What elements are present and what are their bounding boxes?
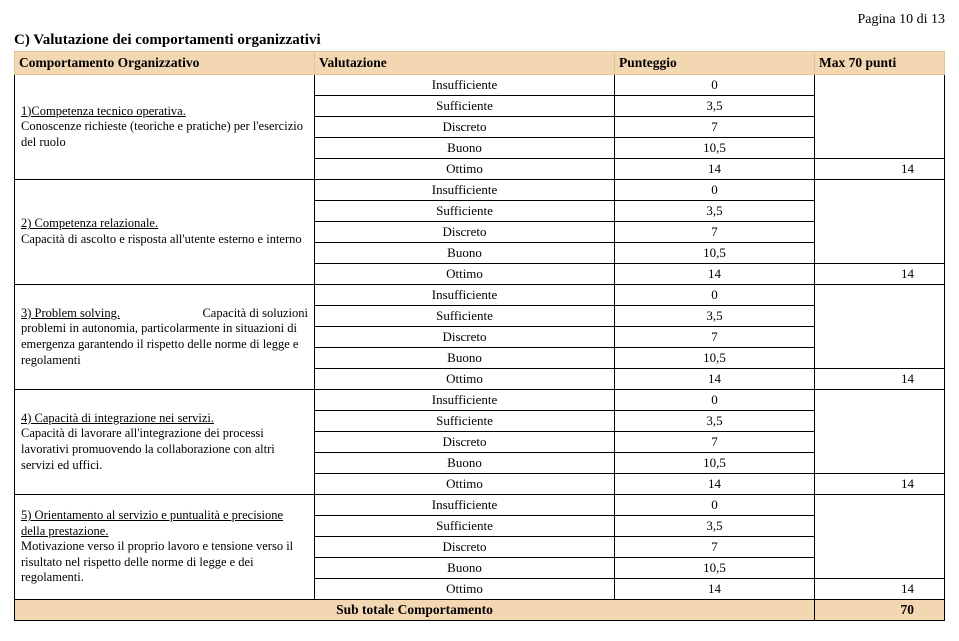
rating-label: Sufficiente: [315, 306, 615, 327]
table-header: Comportamento Organizzativo Valutazione …: [15, 52, 945, 75]
rating-label: Insufficiente: [315, 285, 615, 306]
rating-score: 10,5: [615, 138, 815, 159]
rating-label: Buono: [315, 558, 615, 579]
rating-label: Ottimo: [315, 264, 615, 285]
rating-label: Buono: [315, 138, 615, 159]
rating-score: 7: [615, 222, 815, 243]
item-body: Capacità di lavorare all'integrazione de…: [21, 426, 275, 471]
rating-label: Discreto: [315, 222, 615, 243]
rating-score: 0: [615, 285, 815, 306]
rating-label: Insufficiente: [315, 180, 615, 201]
rating-label: Discreto: [315, 327, 615, 348]
item-description: 1)Competenza tecnico operativa. Conoscen…: [15, 75, 315, 180]
item-max: 14: [815, 474, 945, 495]
item-body: Motivazione verso il proprio lavoro e te…: [21, 539, 293, 584]
rating-label: Insufficiente: [315, 495, 615, 516]
item-description: 2) Competenza relazionale. Capacità di a…: [15, 180, 315, 285]
rating-score: 0: [615, 75, 815, 96]
rating-label: Sufficiente: [315, 411, 615, 432]
rating-label: Ottimo: [315, 474, 615, 495]
item-max: 14: [815, 159, 945, 180]
rating-score: 3,5: [615, 516, 815, 537]
rating-score: 10,5: [615, 348, 815, 369]
rating-label: Buono: [315, 243, 615, 264]
rating-score: 10,5: [615, 453, 815, 474]
item-body: Conoscenze richieste (teoriche e pratich…: [21, 119, 303, 149]
rating-label: Buono: [315, 453, 615, 474]
rating-label: Sufficiente: [315, 516, 615, 537]
col-header-max: Max 70 punti: [815, 52, 945, 75]
rating-label: Discreto: [315, 537, 615, 558]
rating-score: 0: [615, 180, 815, 201]
rating-score: 14: [615, 579, 815, 600]
rating-score: 7: [615, 537, 815, 558]
col-header-behavior: Comportamento Organizzativo: [15, 52, 315, 75]
rating-score: 10,5: [615, 243, 815, 264]
section-title: C) Valutazione dei comportamenti organiz…: [14, 32, 945, 49]
rating-label: Ottimo: [315, 159, 615, 180]
item-title: 4) Capacità di integrazione nei servizi.: [21, 411, 214, 425]
rating-score: 14: [615, 474, 815, 495]
rating-score: 14: [615, 264, 815, 285]
rating-label: Sufficiente: [315, 201, 615, 222]
rating-score: 7: [615, 432, 815, 453]
item-extra: Capacità di soluzioni: [202, 306, 308, 322]
rating-label: Insufficiente: [315, 75, 615, 96]
subtotal-value: 70: [815, 600, 945, 621]
rating-score: 0: [615, 495, 815, 516]
table-row: 2) Competenza relazionale. Capacità di a…: [15, 180, 945, 201]
rating-score: 14: [615, 369, 815, 390]
table-row: 1)Competenza tecnico operativa. Conoscen…: [15, 75, 945, 96]
rating-score: 0: [615, 390, 815, 411]
item-title: 5) Orientamento al servizio e puntualità…: [21, 508, 283, 538]
rating-label: Buono: [315, 348, 615, 369]
col-header-evaluation: Valutazione: [315, 52, 615, 75]
item-title: 3) Problem solving.: [21, 306, 120, 320]
item-body: problemi in autonomia, particolarmente i…: [21, 321, 298, 366]
rating-score: 10,5: [615, 558, 815, 579]
rating-score: 7: [615, 117, 815, 138]
rating-label: Ottimo: [315, 369, 615, 390]
item-description: 5) Orientamento al servizio e puntualità…: [15, 495, 315, 600]
subtotal-row: Sub totale Comportamento 70: [15, 600, 945, 621]
rating-label: Discreto: [315, 432, 615, 453]
rating-score: 3,5: [615, 411, 815, 432]
rating-label: Insufficiente: [315, 390, 615, 411]
rating-score: 7: [615, 327, 815, 348]
item-max: 14: [815, 579, 945, 600]
item-max: 14: [815, 369, 945, 390]
evaluation-table: Comportamento Organizzativo Valutazione …: [14, 51, 945, 621]
rating-label: Sufficiente: [315, 96, 615, 117]
rating-label: Discreto: [315, 117, 615, 138]
rating-score: 3,5: [615, 201, 815, 222]
item-title: 2) Competenza relazionale.: [21, 216, 158, 230]
item-max: 14: [815, 264, 945, 285]
item-description: 4) Capacità di integrazione nei servizi.…: [15, 390, 315, 495]
rating-score: 14: [615, 159, 815, 180]
rating-score: 3,5: [615, 306, 815, 327]
item-body: Capacità di ascolto e risposta all'utent…: [21, 232, 302, 246]
table-row: 4) Capacità di integrazione nei servizi.…: [15, 390, 945, 411]
col-header-score: Punteggio: [615, 52, 815, 75]
table-row: 3) Problem solving. Capacità di soluzion…: [15, 285, 945, 306]
item-title: 1)Competenza tecnico operativa.: [21, 104, 186, 118]
page-number: Pagina 10 di 13: [14, 12, 945, 28]
rating-label: Ottimo: [315, 579, 615, 600]
item-description: 3) Problem solving. Capacità di soluzion…: [15, 285, 315, 390]
subtotal-label: Sub totale Comportamento: [15, 600, 815, 621]
rating-score: 3,5: [615, 96, 815, 117]
table-row: 5) Orientamento al servizio e puntualità…: [15, 495, 945, 516]
